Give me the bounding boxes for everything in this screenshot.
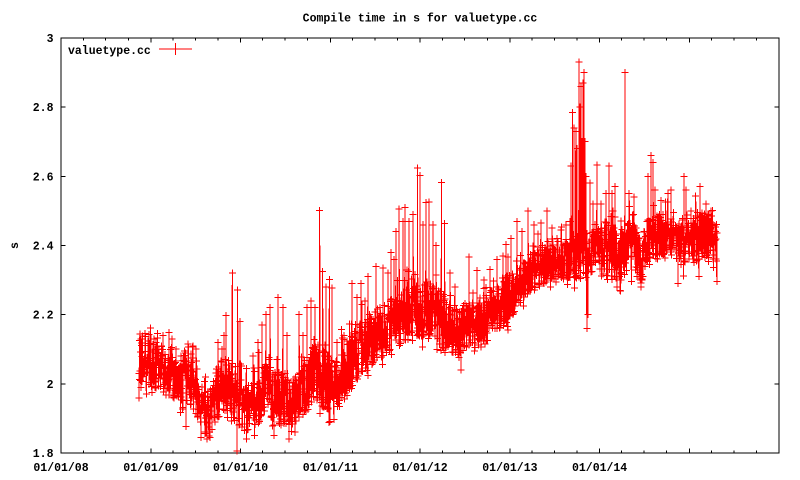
svg-text:2.6: 2.6 bbox=[33, 171, 54, 184]
svg-text:01/01/08: 01/01/08 bbox=[33, 462, 88, 475]
svg-text:01/01/11: 01/01/11 bbox=[303, 462, 358, 475]
svg-text:Compile time in s for valuetyp: Compile time in s for valuetype.cc bbox=[303, 13, 538, 26]
svg-text:2: 2 bbox=[47, 379, 54, 392]
svg-text:1.8: 1.8 bbox=[33, 448, 54, 461]
svg-text:2.4: 2.4 bbox=[33, 241, 54, 254]
svg-text:01/01/09: 01/01/09 bbox=[123, 462, 178, 475]
svg-text:2.8: 2.8 bbox=[33, 102, 54, 115]
svg-text:01/01/14: 01/01/14 bbox=[572, 462, 627, 475]
svg-text:01/01/12: 01/01/12 bbox=[392, 462, 447, 475]
svg-text:s: s bbox=[9, 242, 22, 249]
svg-text:01/01/10: 01/01/10 bbox=[213, 462, 268, 475]
svg-text:2.2: 2.2 bbox=[33, 310, 54, 323]
svg-text:01/01/13: 01/01/13 bbox=[482, 462, 537, 475]
svg-text:valuetype.cc: valuetype.cc bbox=[68, 45, 151, 58]
svg-text:3: 3 bbox=[47, 33, 54, 46]
